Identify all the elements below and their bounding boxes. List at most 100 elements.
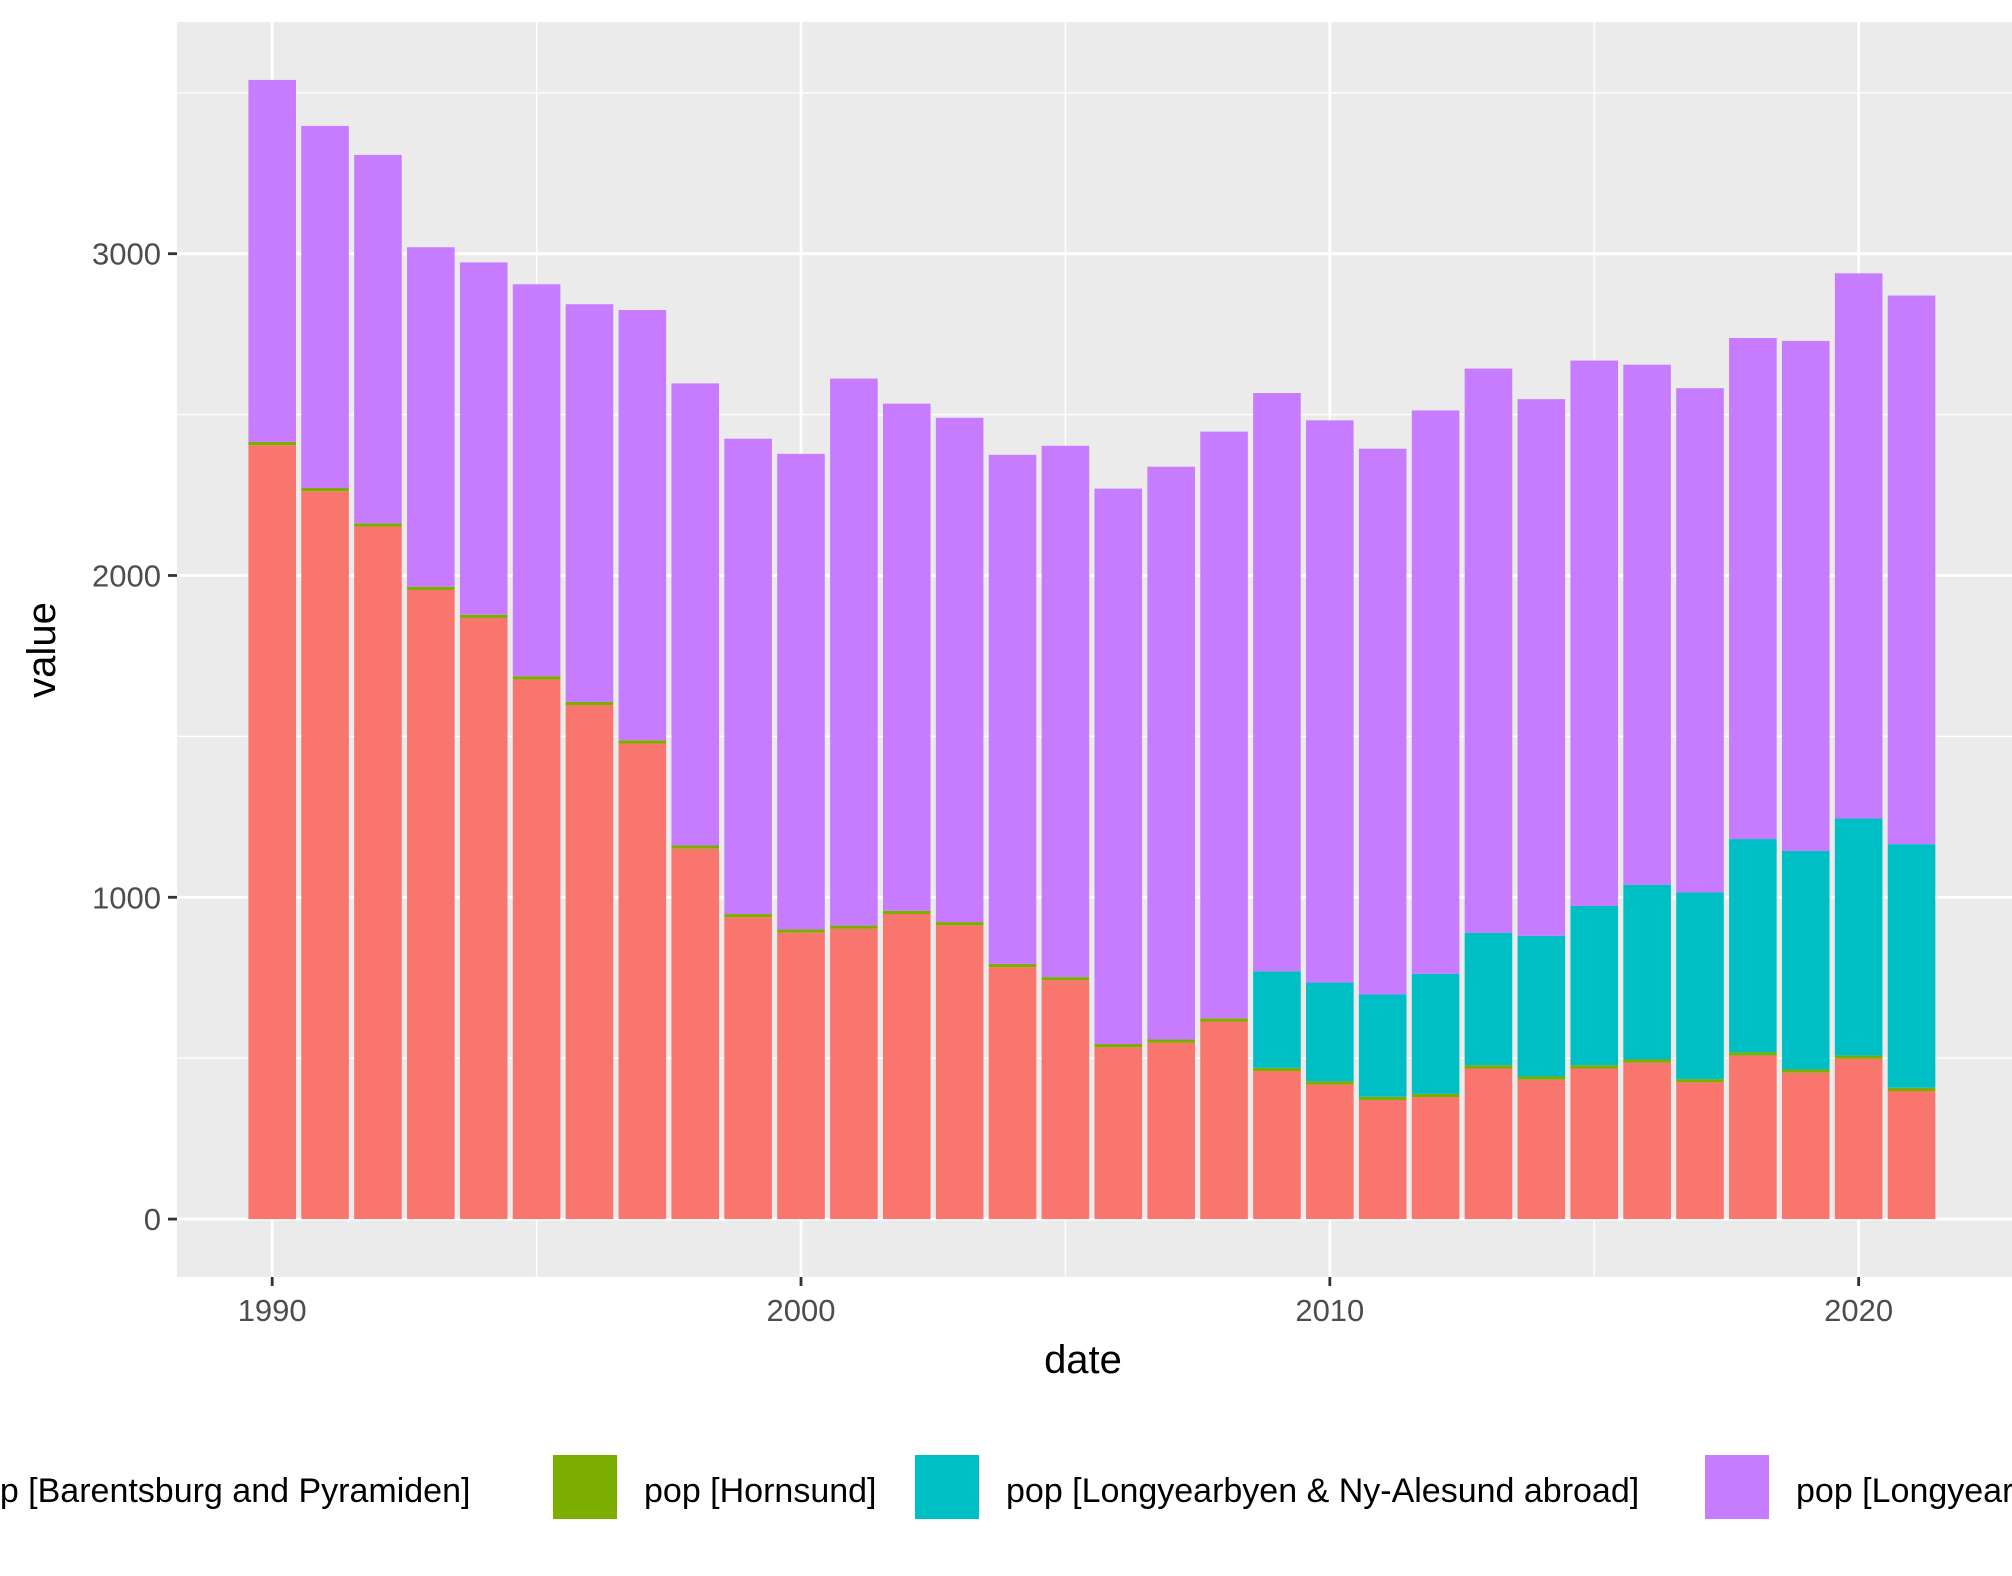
bar-segment (830, 925, 878, 929)
bar-segment (1570, 905, 1619, 1066)
bar-segment (459, 262, 508, 615)
bar-segment (1781, 340, 1830, 851)
bar-segment (1306, 982, 1354, 1082)
bar-segment (1887, 1087, 1936, 1092)
bar-segment (882, 914, 931, 1220)
bar-segment (1358, 1096, 1407, 1101)
bar-segment (1781, 1069, 1830, 1073)
bar-segment (1094, 488, 1143, 1045)
bar-segment (1623, 884, 1671, 1060)
bar-segment (882, 403, 931, 911)
bar-segment (1306, 1084, 1354, 1220)
bar-segment (618, 310, 667, 741)
bar-segment (1464, 368, 1513, 933)
bar-segment (248, 79, 296, 442)
bar-segment (830, 928, 878, 1220)
bar-segment (1411, 1093, 1460, 1098)
legend-label: pop [Longyearbyen & Ny-Alesund abroad] (1006, 1472, 1639, 1510)
bar-segment (1887, 295, 1936, 845)
bar-segment (1676, 1079, 1724, 1083)
bar-segment (512, 676, 561, 680)
bar-segment (618, 740, 667, 744)
y-tick-label: 2000 (92, 558, 161, 593)
bar-segment (1570, 1065, 1619, 1069)
legend-key (1703, 1453, 1771, 1521)
bar-segment (1147, 466, 1195, 1040)
bar-segment (1358, 1100, 1407, 1220)
x-axis: 1990 2000 2010 2020 (238, 1277, 1893, 1328)
bar-segment (1834, 818, 1883, 1056)
bar-segment (1517, 1079, 1566, 1220)
bar-segment (671, 848, 720, 1220)
bar-segment (724, 438, 772, 915)
legend-label: pop [Longyearbyen & Ny-Alesund Norwegian… (1796, 1472, 2012, 1510)
bar-segment (1623, 1059, 1671, 1063)
bar-segment (1253, 1067, 1301, 1072)
bar-segment (777, 932, 825, 1220)
bar-segment (1623, 364, 1671, 885)
bar-segment (830, 378, 878, 926)
bar-segment (1306, 420, 1354, 983)
bar-segment (565, 701, 614, 706)
legend-key (913, 1453, 981, 1521)
bar-segment (1834, 1055, 1883, 1059)
bar-segment (1041, 980, 1090, 1220)
bar-segment (1147, 1039, 1195, 1043)
bar-segment (1041, 445, 1090, 978)
bar-segment (565, 705, 614, 1220)
bar-segment (1887, 1091, 1936, 1220)
bar-segment (407, 589, 455, 1220)
x-tick-label: 2010 (1295, 1293, 1364, 1328)
bar-segment (354, 526, 402, 1220)
bar-segment (1094, 1044, 1143, 1048)
bar-segment (1358, 448, 1407, 995)
bar-segment (988, 963, 1037, 968)
legend-key (551, 1453, 619, 1521)
bar-segment (248, 445, 296, 1220)
bar-segment (1200, 1021, 1248, 1220)
bar-segment (354, 523, 402, 527)
bar-segment (565, 304, 614, 702)
bar-segment (459, 617, 508, 1220)
bar-segment (935, 417, 984, 923)
bar-segment (1253, 1071, 1301, 1220)
x-tick-label: 2000 (767, 1293, 836, 1328)
bar-segment (1570, 360, 1619, 906)
bar-segment (1729, 839, 1777, 1053)
bar-segment (777, 929, 825, 933)
bar-segment (512, 284, 561, 677)
y-axis-title: value (20, 602, 64, 698)
bar-segment (1358, 994, 1407, 1097)
bar-segment (1464, 1065, 1513, 1069)
bar-segment (1834, 1058, 1883, 1220)
bar-segment (459, 614, 508, 618)
bar-segment (407, 586, 455, 590)
legend-label: pop [Hornsund] (644, 1472, 877, 1510)
bar-segment (777, 453, 825, 930)
bar-segment (1464, 1068, 1513, 1220)
bar-segment (354, 154, 402, 524)
bar-segment (1200, 431, 1248, 1019)
bar-segment (1147, 1042, 1195, 1220)
y-tick-label: 1000 (92, 880, 161, 915)
bar-segment (1306, 1081, 1354, 1085)
bar-segment (1411, 410, 1460, 974)
bar-segment (618, 743, 667, 1220)
bar-segment (1411, 1097, 1460, 1220)
bar-segment (1676, 388, 1724, 893)
bar-segment (671, 845, 720, 849)
bar-segment (882, 910, 931, 915)
x-tick-label: 1990 (238, 1293, 307, 1328)
bar-segment (1041, 977, 1090, 981)
bar-segment (1781, 1072, 1830, 1220)
bar-segment (671, 383, 720, 846)
bar-segment (1570, 1068, 1619, 1220)
bar-segment (1517, 399, 1566, 936)
bar-segment (1464, 932, 1513, 1066)
bar-segment (1729, 1052, 1777, 1056)
bar-segment (988, 454, 1037, 964)
bar-segment (1729, 1055, 1777, 1220)
x-axis-title: date (1044, 1338, 1122, 1382)
bar-segment (1517, 1076, 1566, 1080)
